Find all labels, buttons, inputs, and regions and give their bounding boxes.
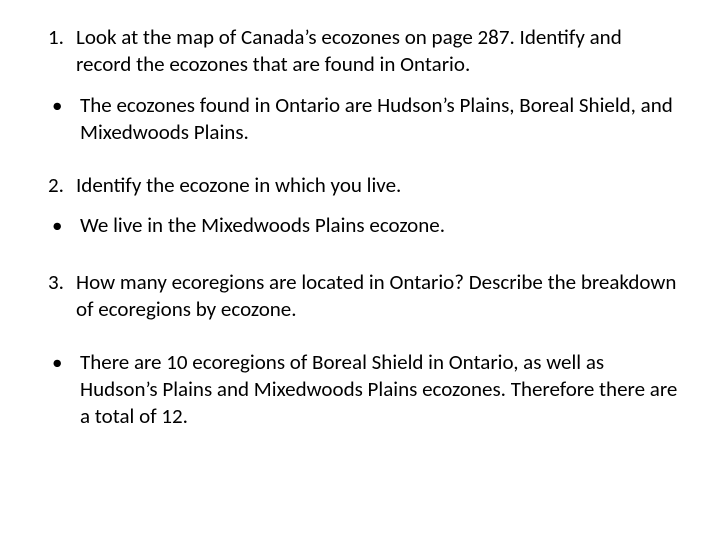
slide-content: 1. Look at the map of Canada’s ecozones … [0,0,720,540]
list-item-q3: 3. How many ecoregions are located in On… [48,269,680,323]
item-marker: 1. [48,24,76,51]
item-text: Identify the ecozone in which you live. [76,172,680,199]
item-marker: • [48,92,80,119]
item-text: How many ecoregions are located in Ontar… [76,269,680,323]
item-text: There are 10 ecoregions of Boreal Shield… [80,349,680,430]
list-item-a2: • We live in the Mixedwoods Plains ecozo… [48,212,680,239]
item-marker: • [48,349,80,376]
item-text: Look at the map of Canada’s ecozones on … [76,24,680,78]
list-item-q2: 2. Identify the ecozone in which you liv… [48,172,680,199]
list-item-q1: 1. Look at the map of Canada’s ecozones … [48,24,680,78]
item-marker: 2. [48,172,76,199]
item-marker: • [48,212,80,239]
item-text: We live in the Mixedwoods Plains ecozone… [80,212,680,239]
item-text: The ecozones found in Ontario are Hudson… [80,92,680,146]
list-item-a1: • The ecozones found in Ontario are Huds… [48,92,680,146]
item-marker: 3. [48,269,76,296]
list-item-a3: • There are 10 ecoregions of Boreal Shie… [48,349,680,430]
